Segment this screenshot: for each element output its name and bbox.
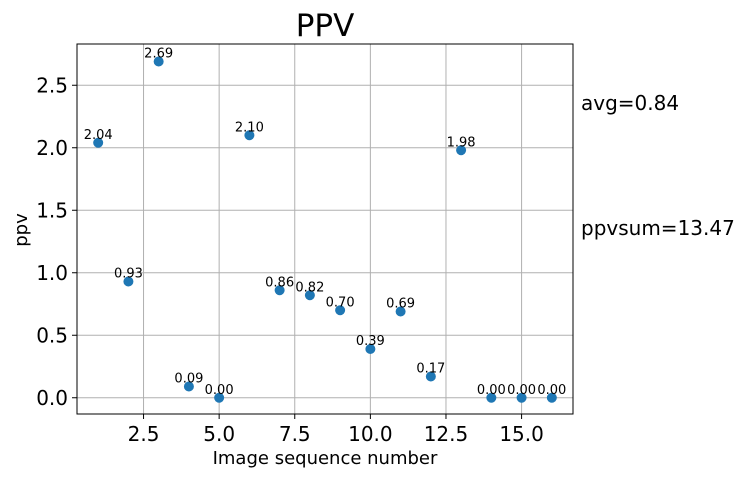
x-tick-label: 5.0 xyxy=(203,422,235,446)
x-tick-label: 7.5 xyxy=(279,422,311,446)
data-point xyxy=(486,392,497,403)
data-point xyxy=(456,145,467,156)
y-axis: 0.0 0.5 1.0 1.5 2.0 2.5 xyxy=(36,73,77,410)
plot-area-frame xyxy=(76,43,574,415)
data-point xyxy=(304,290,315,301)
data-label: 0.93 xyxy=(114,267,143,282)
y-tick-label: 1.5 xyxy=(36,198,68,222)
data-label: 0.86 xyxy=(265,275,294,290)
data-label: 0.09 xyxy=(174,372,203,387)
data-label: 0.39 xyxy=(356,334,385,349)
ppvsum-annotation: ppvsum=13.47 xyxy=(581,216,735,240)
data-point xyxy=(365,344,376,354)
data-label: 2.10 xyxy=(235,120,264,135)
data-label: 0.82 xyxy=(295,280,324,295)
data-point xyxy=(93,137,104,148)
y-tick-label: 2.5 xyxy=(36,73,68,97)
x-axis-label: Image sequence number xyxy=(213,448,438,469)
data-label: 0.00 xyxy=(205,383,234,398)
x-tick-label: 15.0 xyxy=(499,422,544,446)
x-tick-label: 2.5 xyxy=(128,422,160,446)
data-points xyxy=(93,56,557,403)
y-axis-label: ppv xyxy=(11,213,32,247)
y-tick-label: 1.0 xyxy=(36,261,68,285)
data-point xyxy=(214,392,225,403)
x-axis: 2.5 5.0 7.5 10.0 12.5 15.0 xyxy=(128,414,544,446)
data-point xyxy=(123,276,134,287)
data-point xyxy=(183,381,194,392)
avg-annotation: avg=0.84 xyxy=(581,91,679,115)
data-point xyxy=(153,56,164,67)
x-tick-label: 12.5 xyxy=(424,422,469,446)
y-tick-label: 0.5 xyxy=(36,323,68,347)
data-label: 0.00 xyxy=(537,383,566,398)
data-label: 0.00 xyxy=(477,383,506,398)
data-point xyxy=(516,392,527,403)
grid xyxy=(77,44,573,414)
data-label: 0.17 xyxy=(416,362,445,377)
x-tick-label: 10.0 xyxy=(348,422,393,446)
y-tick-label: 0.0 xyxy=(36,386,68,410)
data-point xyxy=(395,306,406,317)
data-label: 0.69 xyxy=(386,297,415,312)
data-label: 2.69 xyxy=(144,47,173,62)
data-label: 1.98 xyxy=(447,135,476,150)
data-point xyxy=(274,285,285,296)
data-point xyxy=(244,130,255,141)
y-tick-label: 2.0 xyxy=(36,136,68,160)
chart-title: PPV xyxy=(296,8,355,44)
data-point xyxy=(425,371,436,382)
data-label: 0.70 xyxy=(326,295,355,310)
data-label: 2.04 xyxy=(84,128,113,143)
data-label: 0.00 xyxy=(507,383,536,398)
data-labels: 2.040.932.690.090.002.100.86 0.820.700.39… xyxy=(84,47,567,398)
data-point xyxy=(335,305,346,316)
data-point xyxy=(546,392,557,403)
